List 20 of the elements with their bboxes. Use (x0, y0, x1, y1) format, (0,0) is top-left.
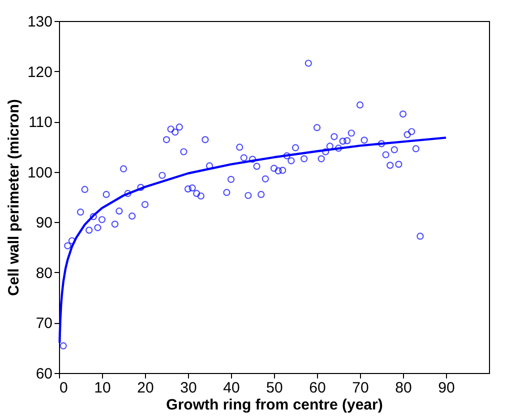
y-tick-label: 110 (28, 114, 52, 132)
y-tick-label: 90 (36, 214, 52, 232)
x-tick-label: 60 (309, 380, 326, 396)
x-tick-label: 20 (137, 380, 154, 396)
y-tick-label: 60 (36, 366, 52, 382)
y-tick-label: 80 (36, 264, 52, 282)
x-tick-label: 30 (180, 380, 197, 396)
x-tick-label: 50 (266, 380, 283, 396)
x-tick-label: 40 (223, 380, 240, 396)
x-tick-label: 10 (94, 380, 111, 396)
x-tick-label: 0 (60, 380, 68, 396)
x-tick-label: 80 (395, 380, 412, 396)
x-tick-label: 70 (352, 380, 369, 396)
y-tick-label: 100 (27, 164, 52, 182)
y-tick-label: 130 (27, 14, 52, 30)
y-tick-label: 70 (36, 315, 52, 332)
x-tick-label: 90 (438, 380, 455, 396)
y-axis-title: Cell wall perimeter (micron) (5, 99, 22, 296)
y-tick-label: 120 (27, 64, 52, 81)
x-axis-title: Growth ring from centre (year) (166, 396, 383, 414)
